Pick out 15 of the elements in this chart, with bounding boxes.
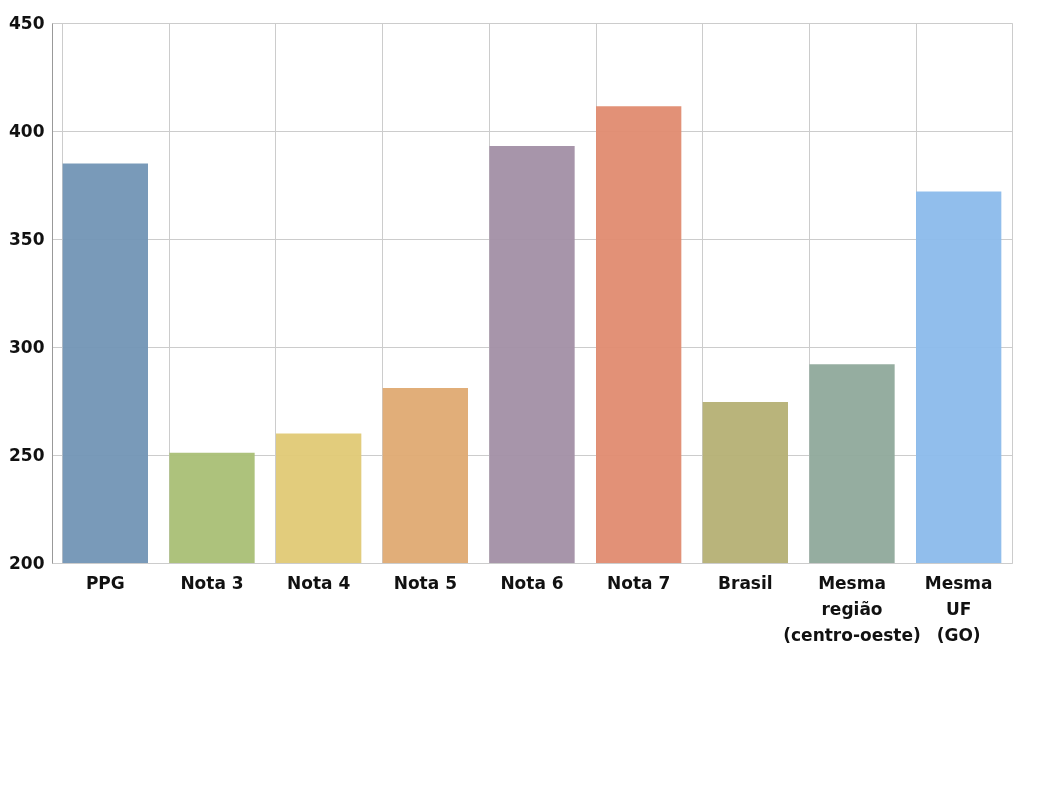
x-tick-label: Nota 6 [500, 572, 564, 593]
y-tick-label: 300 [9, 336, 45, 357]
x-tick-label: Nota 4 [287, 572, 351, 593]
y-tick-label: 200 [9, 552, 45, 573]
y-tick-label: 400 [9, 120, 45, 141]
x-tick-label: Mesma UF (GO) [924, 572, 993, 645]
x-tick-label: Nota 5 [393, 572, 457, 593]
y-tick-label: 450 [9, 12, 45, 33]
x-tick-label: Nota 7 [607, 572, 671, 593]
x-tick-label: Brasil [718, 572, 773, 593]
x-tick-label: PPG [85, 572, 125, 593]
x-tick-label: Mesma região (centro-oeste) [783, 572, 921, 645]
y-tick-label: 350 [9, 228, 45, 249]
x-tick-label: Nota 3 [180, 572, 244, 593]
y-tick-label: 250 [9, 444, 45, 465]
